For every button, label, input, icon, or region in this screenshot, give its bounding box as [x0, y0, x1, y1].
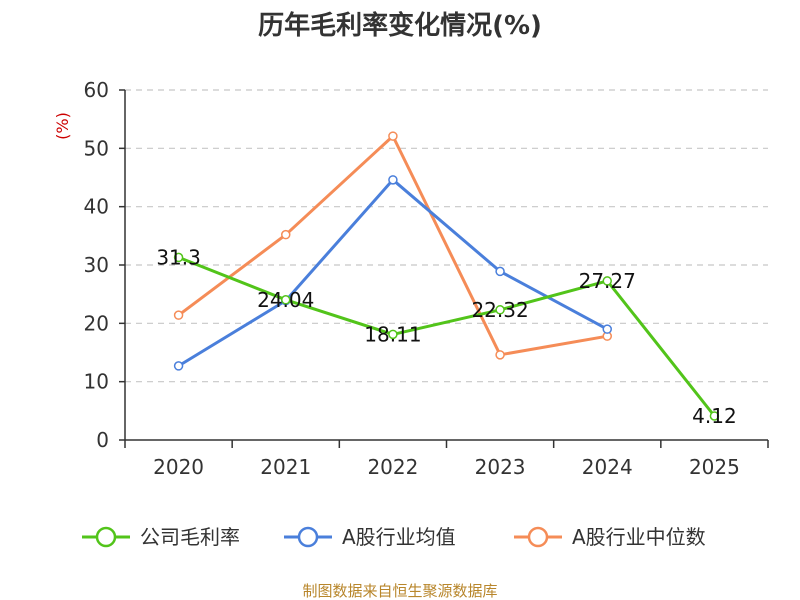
- x-tick-label: 2020: [153, 455, 204, 479]
- data-point[interactable]: [602, 276, 612, 286]
- data-label: 27.27: [579, 269, 636, 293]
- data-label: 4.12: [692, 404, 737, 428]
- data-point[interactable]: [709, 411, 720, 421]
- x-tick-label: 2024: [582, 455, 633, 479]
- data-label: 24.04: [257, 288, 314, 312]
- data-label: 31.3: [156, 245, 201, 269]
- chart-title: 历年毛利率变化情况(%): [258, 10, 542, 41]
- source-note: 制图数据来自恒生聚源数据库: [302, 582, 497, 600]
- y-tick-label: 50: [84, 136, 109, 160]
- data-point[interactable]: [173, 361, 184, 371]
- data-point[interactable]: [281, 295, 291, 305]
- legend-swatch-marker: [527, 526, 549, 548]
- y-tick-label: 60: [84, 78, 109, 102]
- data-point[interactable]: [495, 350, 505, 360]
- legend-swatch-marker: [297, 526, 319, 548]
- data-point[interactable]: [388, 131, 398, 141]
- data-labels: 31.3 24.04 18.11 22.32 27.27 4.12: [156, 245, 736, 428]
- legend-label: A股行业中位数: [572, 525, 706, 549]
- x-tick-label: 2021: [260, 455, 311, 479]
- data-point[interactable]: [602, 324, 612, 334]
- data-point[interactable]: [388, 175, 398, 185]
- y-axis-label: (%): [53, 112, 72, 140]
- legend-label: 公司毛利率: [140, 525, 240, 549]
- legend-item-0[interactable]: 公司毛利率: [82, 525, 240, 549]
- data-label: 18.11: [364, 322, 421, 346]
- series-group: [173, 131, 720, 421]
- gridlines: [125, 89, 768, 383]
- data-point[interactable]: [388, 329, 398, 340]
- y-tick-label: 20: [84, 311, 109, 335]
- y-tick-label: 0: [96, 428, 109, 452]
- legend-item-2[interactable]: A股行业中位数: [514, 525, 706, 549]
- legend-swatch-marker: [95, 526, 117, 548]
- x-tick-label: 2022: [367, 455, 418, 479]
- legend-item-1[interactable]: A股行业均值: [284, 525, 456, 549]
- data-point[interactable]: [281, 229, 291, 240]
- legend-label: A股行业均值: [342, 525, 456, 549]
- data-label: 22.32: [471, 298, 528, 322]
- data-point[interactable]: [495, 305, 505, 315]
- y-tick-label: 40: [84, 195, 109, 219]
- x-tick-label: 2023: [475, 455, 526, 479]
- legend[interactable]: 公司毛利率 A股行业均值 A股行业中位数: [82, 525, 706, 549]
- y-tick-label: 10: [84, 370, 109, 394]
- data-point[interactable]: [173, 252, 184, 263]
- x-tick-label: 2025: [689, 455, 740, 479]
- data-point[interactable]: [173, 310, 184, 320]
- series-line-0: [178, 256, 716, 417]
- y-tick-label: 30: [84, 253, 109, 277]
- axes: 0 10 20 30 40 50 60 2020 2021 2022 2023 2024 2025: [84, 78, 769, 479]
- data-point[interactable]: [495, 266, 505, 277]
